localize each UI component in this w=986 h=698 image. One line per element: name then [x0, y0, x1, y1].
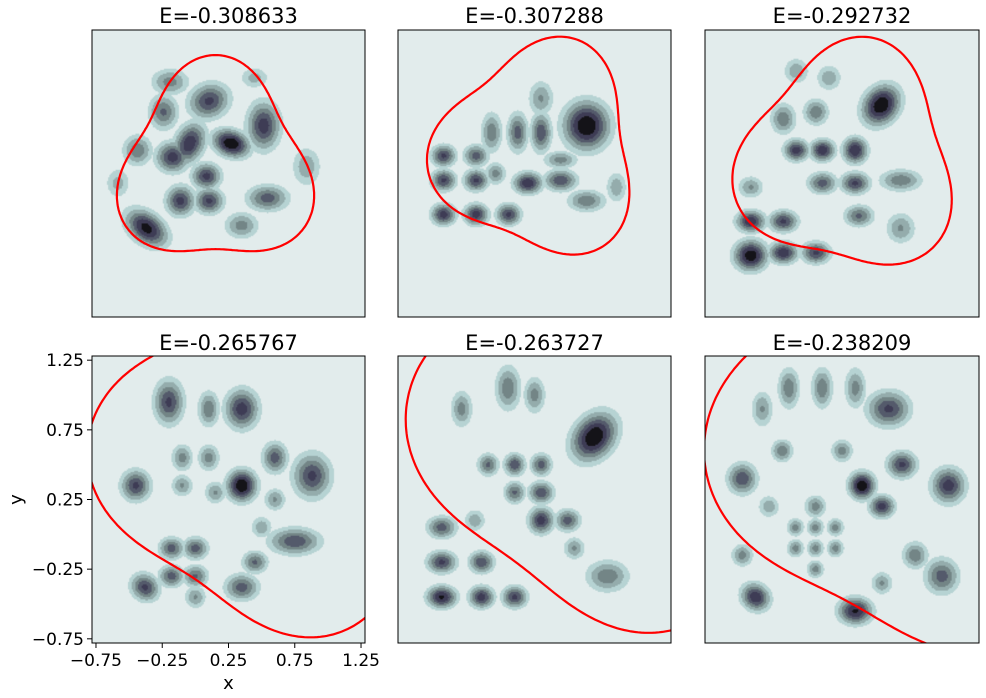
x-tick-label: 0.75: [276, 651, 314, 671]
boundary-curve-3: [731, 35, 953, 266]
y-tick-label: 0.75: [46, 421, 84, 441]
x-tick-label: −0.25: [136, 651, 188, 671]
heatmap-6: [705, 356, 979, 643]
plot-title-5: E=-0.263727: [465, 331, 604, 355]
plot-frame-2: [397, 29, 672, 318]
x-axis-label: x: [223, 673, 234, 694]
y-tick-label: 0.25: [46, 491, 84, 511]
plot-frame-6: [704, 355, 980, 644]
boundary-curve-1: [115, 54, 316, 253]
subplot-2: E=-0.307288: [397, 4, 672, 318]
plot-title-4: E=-0.265767: [159, 331, 298, 355]
heatmap-3: [705, 30, 979, 317]
y-tick-label: −0.25: [32, 560, 84, 580]
y-axis-ticks: −0.75 −0.25 0.25 0.75 1.25: [32, 351, 92, 650]
subplot-4: E=-0.265767 −0.75 −0.25 0.25 0.75 1.25 −0.75…: [6, 331, 380, 694]
y-tick-label: −0.75: [32, 630, 84, 650]
plot-title-6: E=-0.238209: [773, 331, 912, 355]
plot-title-1: E=-0.308633: [159, 4, 298, 28]
heatmap-1: [92, 30, 365, 317]
plot-frame-3: [704, 29, 980, 318]
x-axis-ticks: −0.75 −0.25 0.25 0.75 1.25: [70, 643, 380, 671]
y-axis-label: y: [6, 494, 27, 505]
plot-title-2: E=-0.307288: [465, 4, 604, 28]
boundary-curve-2: [425, 35, 631, 256]
boundary-curve-5: [404, 356, 671, 634]
heatmap-5: [398, 356, 671, 643]
plot-frame-5: [397, 355, 672, 644]
subplot-1: E=-0.308633: [91, 4, 366, 318]
plot-frame-1: [91, 29, 366, 318]
x-tick-label: 0.25: [210, 651, 248, 671]
y-tick-label: 1.25: [46, 351, 84, 371]
heatmap-2: [398, 30, 671, 317]
x-tick-label: −0.75: [70, 651, 122, 671]
subplot-5: E=-0.263727: [397, 331, 672, 644]
subplot-6: E=-0.238209: [704, 331, 980, 644]
boundary-curve-4: [92, 356, 365, 639]
heatmap-4: [92, 356, 365, 643]
plot-title-3: E=-0.292732: [773, 4, 912, 28]
x-tick-label: 1.25: [342, 651, 380, 671]
subplot-3: E=-0.292732: [704, 4, 980, 318]
